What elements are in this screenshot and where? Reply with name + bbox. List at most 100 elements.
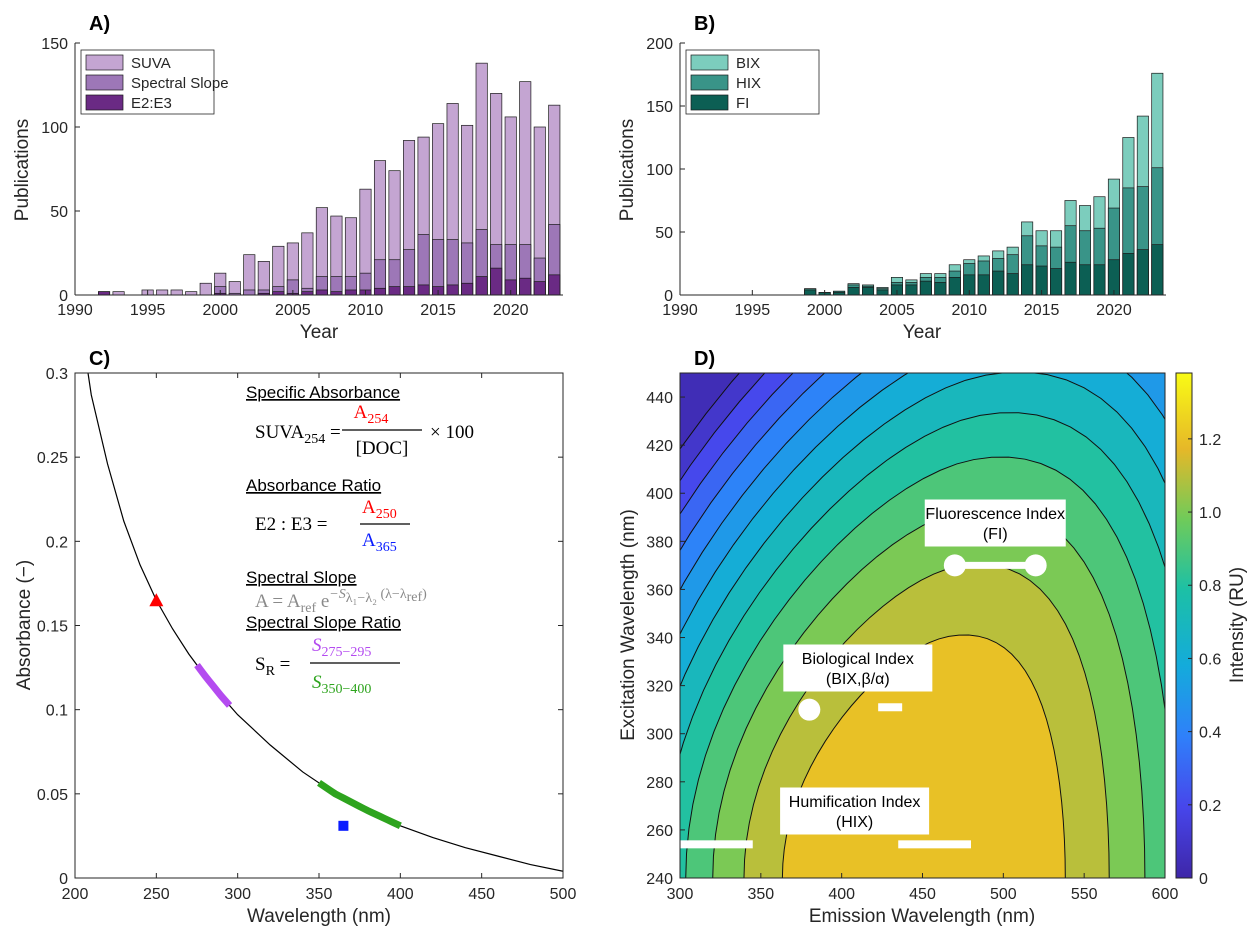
eq-heading-spectral-slope: Spectral Slope [246,568,357,587]
panel-a-legend-swatch-1 [85,74,124,91]
panel-label-b: B) [694,13,715,35]
panel-a-bar-e2-e3-2011 [373,287,387,296]
eq-ratio-numerator: A250 [362,497,397,522]
panel-a-bar-suva-1993 [112,291,125,296]
panel-a-bar-e2-e3-2017 [461,282,474,296]
eq-spectral-slope: A = Aref e−Sλ₁−λ₂ (λ−λref) [255,587,427,616]
panel-a-legend-swatch-0 [85,54,124,71]
panel-a-x-tick-label: 1995 [130,302,166,319]
panel-c-x-tick-label: 250 [143,886,170,903]
panel-a-bar-e2-e3-2014 [417,284,430,296]
panel-b-bar-fi-2014 [1021,264,1034,296]
colorbar-tick-label: 0.2 [1199,798,1221,815]
panel-b-x-tick-label: 2005 [879,302,915,319]
panel-c-y-axis-label: Absorbance (−) [14,560,35,690]
panel-a-y-tick-label: 0 [59,288,68,305]
panel-a-bar-spectral-slope-2002 [243,289,256,296]
colorbar-tick-label: 1.0 [1199,505,1221,522]
fi-label-line2: (FI) [983,526,1008,543]
panel-b-y-tick-label: 200 [646,36,673,53]
panel-d-x-tick-label: 450 [909,886,936,903]
eq-sr-numerator: S275−295 [312,635,371,660]
panel-d-x-tick-label: 550 [1071,886,1098,903]
panel-c-x-tick-label: 500 [550,886,577,903]
panel-d-y-tick-label: 260 [646,823,673,840]
panel-d-y-tick-label: 400 [646,486,673,503]
panel-b-y-axis-label: Publications [617,119,638,221]
fi-point-1 [1024,554,1047,577]
panel-label-c: C) [89,348,110,370]
panel-a-bar-suva-1997 [170,289,183,296]
eq-heading-absorbance-ratio: Absorbance Ratio [246,476,381,495]
panel-b-x-tick-label: 1990 [662,302,698,319]
panel-label-a: A) [89,13,110,35]
colorbar-label: Intensity (RU) [1227,567,1248,683]
panel-a-bar-suva-2002 [243,254,256,296]
panel-c-x-tick-label: 300 [224,886,251,903]
hix-label-line1: Humification Index [789,794,921,811]
panel-b-y-tick-label: 150 [646,99,673,116]
panel-d-y-tick-label: 380 [646,534,673,551]
panel-c-x-tick-label: 200 [62,886,89,903]
fi-label-line1: Fluorescence Index [925,506,1065,523]
panel-b-bar-fi-2011 [977,274,990,296]
panel-d-x-axis-label: Emission Wavelength (nm) [809,906,1035,927]
absorbance-curve [87,372,564,872]
panel-b-publications-chart: 1990 1995 2000 2005 2010 2015 2020 0 50 100 150 200… [646,36,1166,319]
panel-c-x-tick-label: 400 [387,886,414,903]
panel-a-bar-e2-e3-2004 [272,291,285,296]
colorbar-tick-label: 0.6 [1199,651,1221,668]
panel-c-y-tick-label: 0.25 [37,450,68,467]
panel-a-legend-label-0: SUVA [131,55,171,72]
panel-a-publications-chart: 1990 1995 2000 2005 2010 2015 2020 0 50 100 150 SUV… [41,36,563,319]
panel-b-bar-fi-2003 [862,287,875,296]
panel-b-bar-fi-2017 [1064,261,1077,296]
panel-a-bar-e2-e3-2013 [403,286,416,296]
colorbar-tick-label: 0 [1199,871,1208,888]
panel-c-y-tick-label: 0 [59,871,68,888]
panel-d-y-axis-label: Excitation Wavelength (nm) [618,509,639,741]
panel-b-x-tick-label: 2000 [807,302,843,319]
panel-a-bar-e2-e3-2016 [446,284,459,296]
eq-ratio-denominator: A365 [362,530,397,555]
panel-a-legend-label-2: E2:E3 [131,95,172,112]
colorbar-tick-label: 0.4 [1199,725,1221,742]
eq-sr-lhs: SR = [255,654,290,679]
panel-c-y-tick-label: 0.05 [37,787,68,804]
panel-a-x-tick-label: 2005 [275,302,311,319]
panel-b-legend-label-1: HIX [736,75,761,92]
panel-c-absorbance-chart: 200 250 300 350 400 450 500 0 0.05 0.1 0.15 0.2 0.25… [37,366,577,903]
panel-b-y-tick-label: 50 [655,225,673,242]
eq-suva-lhs: SUVA254 = [255,422,341,447]
slope-segment-s275-295 [194,662,233,708]
panel-b-bar-fi-2016 [1050,268,1063,296]
panel-b-legend-swatch-1 [690,74,729,91]
hix-bar-high [898,840,971,849]
panel-b-legend-swatch-0 [690,54,729,71]
panel-b-bar-fi-2007 [919,280,932,296]
panel-a-bar-suva-1998 [185,291,198,296]
panel-a-bar-e2-e3-2008 [330,291,343,296]
panel-d-eem-heatmap: Fluorescence Index (FI) Biological Index (B… [646,372,1221,903]
colorbar-tick-label: 0.8 [1199,578,1221,595]
panel-b-legend-swatch-2 [690,94,729,111]
panel-b-bar-fi-1999 [804,289,817,296]
eq-suva-tail: × 100 [430,422,474,443]
panel-a-x-tick-label: 1990 [57,302,93,319]
panel-d-y-tick-label: 280 [646,775,673,792]
eq-sr-denominator: S350−400 [312,672,371,697]
panel-a-x-tick-label: 2000 [202,302,238,319]
panel-a-bar-suva-1999 [199,282,212,296]
panel-b-bar-fi-2020 [1107,259,1120,296]
panel-a-bar-e2-e3-2021 [519,277,532,296]
panel-d-x-tick-label: 500 [990,886,1017,903]
panel-a-x-tick-label: 2015 [420,302,456,319]
panel-c-y-tick-label: 0.3 [46,366,68,383]
panel-b-bar-fi-2013 [1006,273,1019,296]
panel-b-y-tick-label: 100 [646,162,673,179]
panel-a-y-tick-label: 150 [41,36,68,53]
panel-b-x-tick-label: 2020 [1096,302,1132,319]
panel-d-y-tick-label: 240 [646,871,673,888]
panel-c-y-tick-label: 0.1 [46,703,68,720]
panel-d-y-tick-label: 420 [646,438,673,455]
